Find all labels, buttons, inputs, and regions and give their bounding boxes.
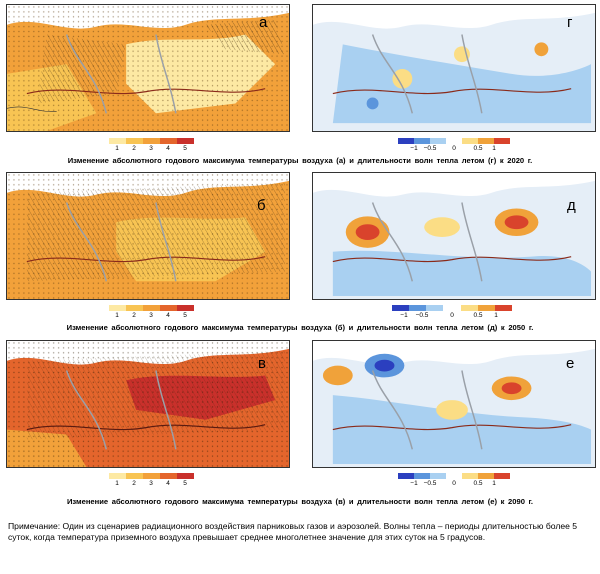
tick-label: −1 bbox=[410, 145, 418, 152]
tick-label: 1 bbox=[492, 145, 496, 152]
tick-label: 1 bbox=[494, 312, 498, 319]
tick-label: 3 bbox=[149, 145, 153, 152]
panel-letter-a: а bbox=[259, 14, 268, 31]
tick-label: 1 bbox=[115, 480, 119, 487]
tick-label: 1 bbox=[115, 312, 119, 319]
legend-left-ticks-3: 1 2 3 4 5 bbox=[109, 480, 194, 490]
tick-label: 0 bbox=[452, 145, 456, 152]
tick-label: −0.5 bbox=[423, 145, 437, 152]
legend-right-colorbar-3 bbox=[398, 473, 510, 479]
legend-right-colorbar-2 bbox=[392, 305, 512, 311]
tick-label: −0.5 bbox=[423, 480, 437, 487]
tick-label: 0.5 bbox=[473, 480, 483, 487]
tick-label: 5 bbox=[183, 312, 187, 319]
legend-right-ticks: −1 −0.5 0 0.5 1 bbox=[398, 145, 510, 155]
tick-label: −1 bbox=[400, 312, 408, 319]
tick-label: 2 bbox=[132, 145, 136, 152]
panel-letter-b: б bbox=[257, 197, 266, 214]
tick-label: −1 bbox=[410, 480, 418, 487]
caption-2020: Изменение абсолютного годового максимума… bbox=[67, 156, 533, 165]
caption-2050: Изменение абсолютного годового максимума… bbox=[66, 323, 534, 332]
legend-left-colorbar-3 bbox=[109, 473, 194, 479]
tick-label: 0.5 bbox=[473, 312, 483, 319]
map-panel-a bbox=[6, 4, 290, 132]
legend-right-ticks-2: −1 −0.5 0 0.5 1 bbox=[392, 312, 512, 322]
map-panel-d bbox=[312, 4, 596, 132]
legend-right-ticks-3: −1 −0.5 0 0.5 1 bbox=[398, 480, 510, 490]
tick-label: 2 bbox=[132, 480, 136, 487]
tick-label: 2 bbox=[132, 312, 136, 319]
footnote: Примечание: Один из сценариев радиационн… bbox=[8, 521, 578, 542]
tick-label: 3 bbox=[149, 480, 153, 487]
panel-letter-f: е bbox=[566, 355, 575, 372]
tick-label: 3 bbox=[149, 312, 153, 319]
map-panel-f bbox=[312, 340, 596, 468]
tick-label: 1 bbox=[492, 480, 496, 487]
map-panel-e bbox=[312, 172, 596, 300]
tick-label: 1 bbox=[115, 145, 119, 152]
tick-label: 0 bbox=[450, 312, 454, 319]
legend-left-ticks-2: 1 2 3 4 5 bbox=[109, 312, 194, 322]
tick-label: 4 bbox=[166, 312, 170, 319]
legend-left-colorbar-2 bbox=[109, 305, 194, 311]
panel-letter-d: г bbox=[567, 14, 573, 31]
legend-left-ticks: 1 2 3 4 5 bbox=[109, 145, 194, 155]
legend-right-colorbar bbox=[398, 138, 510, 144]
panel-letter-e: д bbox=[567, 197, 576, 214]
tick-label: 5 bbox=[183, 145, 187, 152]
tick-label: −0.5 bbox=[415, 312, 429, 319]
panel-letter-c: в bbox=[258, 355, 266, 372]
tick-label: 0 bbox=[452, 480, 456, 487]
caption-2090: Изменение абсолютного годового максимума… bbox=[66, 497, 534, 506]
tick-label: 4 bbox=[166, 145, 170, 152]
map-panel-b bbox=[6, 172, 290, 300]
legend-left-colorbar bbox=[109, 138, 194, 144]
map-panel-c bbox=[6, 340, 290, 468]
tick-label: 4 bbox=[166, 480, 170, 487]
tick-label: 5 bbox=[183, 480, 187, 487]
tick-label: 0.5 bbox=[473, 145, 483, 152]
